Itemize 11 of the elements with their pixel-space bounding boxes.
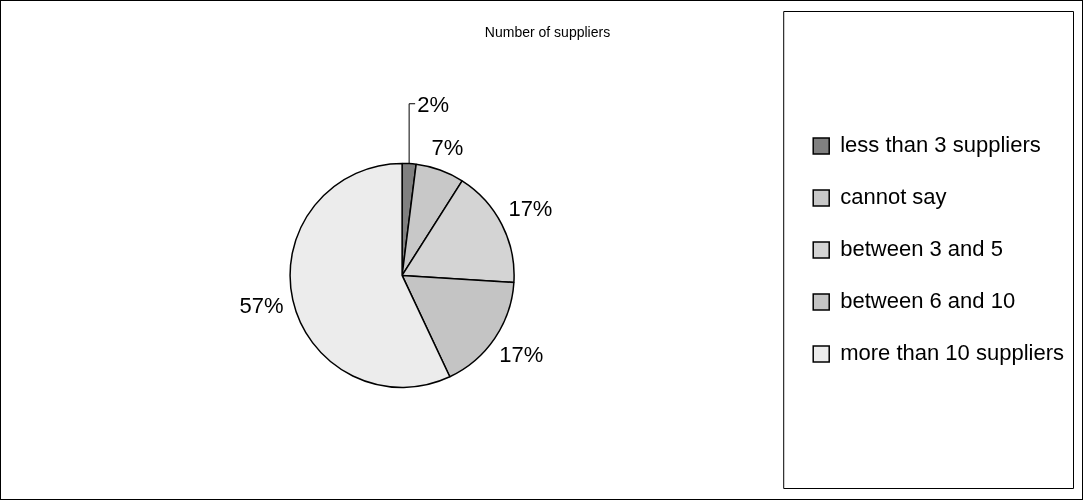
data-label: 17%: [499, 342, 544, 368]
legend-label: cannot say: [840, 184, 947, 210]
legend-label: less than 3 suppliers: [840, 132, 1041, 158]
data-label: 17%: [508, 196, 553, 222]
legend-label: more than 10 suppliers: [840, 340, 1064, 366]
legend-label: between 3 and 5: [840, 236, 1003, 262]
text: Number of suppliers: [484, 24, 611, 41]
legend-label: between 6 and 10: [840, 288, 1016, 314]
data-label: 7%: [431, 135, 464, 161]
data-label: 57%: [239, 292, 284, 318]
data-label: 2%: [417, 91, 449, 117]
